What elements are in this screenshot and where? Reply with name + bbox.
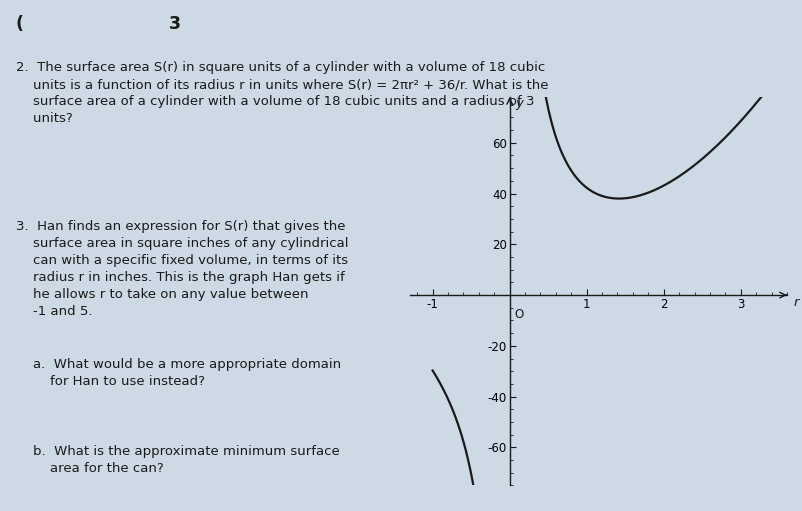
Text: r: r (792, 296, 798, 309)
Text: 2.  The surface area S(r) in square units of a cylinder with a volume of 18 cubi: 2. The surface area S(r) in square units… (16, 61, 548, 125)
Text: (         3: ( 3 (16, 15, 180, 33)
Text: b.  What is the approximate minimum surface
        area for the can?: b. What is the approximate minimum surfa… (16, 445, 339, 475)
Text: 3.  Han finds an expression for S(r) that gives the
    surface area in square i: 3. Han finds an expression for S(r) that… (16, 220, 348, 318)
Text: O: O (513, 308, 523, 321)
Text: y: y (515, 97, 523, 110)
Text: a.  What would be a more appropriate domain
        for Han to use instead?: a. What would be a more appropriate doma… (16, 358, 341, 388)
